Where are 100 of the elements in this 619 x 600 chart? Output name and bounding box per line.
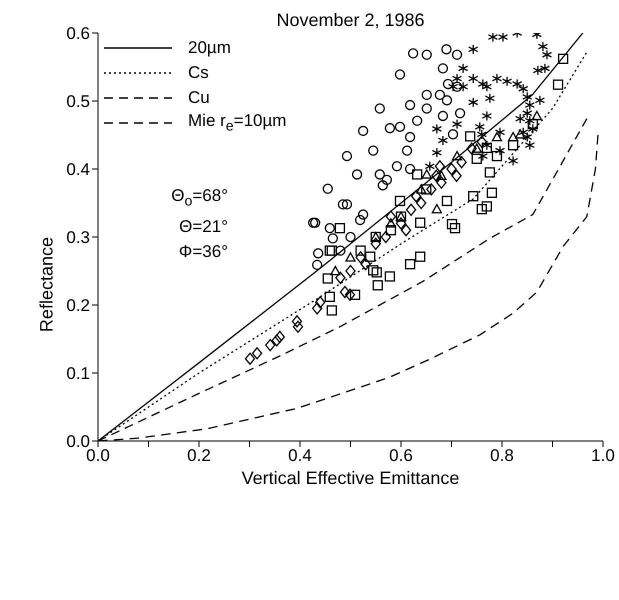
point [515,114,526,124]
point [421,184,432,195]
point [378,180,388,190]
point [476,136,487,148]
point [355,251,366,264]
point [515,129,526,139]
point [372,280,383,290]
chart-title: November 2, 1986 [275,10,426,31]
point [468,191,478,202]
point [454,108,466,118]
point [472,154,482,164]
point [422,103,432,114]
point [404,132,416,142]
y-tick-label: 0.5 [66,92,90,112]
point [334,223,346,234]
point [466,142,477,155]
point [432,148,442,158]
point [431,170,442,182]
x-tick-label: 1.0 [591,446,615,466]
point [244,352,256,365]
point [448,129,458,140]
point [532,65,544,76]
point [386,218,396,228]
point [434,160,446,172]
point [322,273,333,284]
point [404,259,416,270]
point [335,245,346,256]
point [274,330,285,344]
point [534,95,546,106]
point [372,267,382,278]
point [484,167,496,178]
point [370,238,381,250]
y-axis-title: Reflectance [36,237,56,332]
point [492,150,502,162]
point [342,199,352,210]
point [484,93,496,104]
point [452,150,462,160]
point [508,132,518,142]
point [312,260,322,270]
point [313,248,324,258]
y-tick-label: 0.2 [66,296,90,316]
point [468,44,478,54]
point [438,63,448,74]
x-tick-label: 0.4 [288,446,312,466]
point [416,184,426,194]
point [442,78,454,90]
point [408,48,418,59]
point [394,122,406,132]
point [522,108,532,118]
point [482,142,492,154]
point [468,73,478,84]
point [324,292,335,302]
point [542,50,552,60]
point [524,140,535,150]
point [450,223,460,234]
point [452,118,462,130]
point [416,196,426,210]
point [502,76,512,86]
point [392,161,402,172]
point [434,90,446,100]
point [358,126,368,136]
point [486,188,498,198]
point [394,196,406,206]
point [338,199,348,210]
point [422,169,432,179]
point [354,214,366,226]
annotation: Φ=36° [178,241,228,264]
point [350,290,360,300]
point [324,223,335,234]
point [508,156,518,166]
point [380,230,391,244]
point [446,218,458,230]
point [374,103,385,114]
point [386,210,396,223]
point [472,143,482,153]
point [446,162,457,176]
point [394,69,406,80]
point [404,100,416,110]
point [478,78,488,90]
point [412,116,422,126]
point [406,204,416,216]
point [532,110,542,120]
legend-label: Mie r$_{e}$=10µm [188,110,286,134]
point [558,54,568,64]
point [252,347,262,360]
point [386,225,396,236]
legend-label: Cu [188,88,210,108]
x-axis-title: Vertical Effective Emittance [242,468,460,488]
point [308,218,318,228]
point [492,132,502,142]
point [482,201,492,212]
y-tick-label: 0.6 [66,24,90,44]
point [432,124,442,134]
point [322,184,333,194]
legend-label: Cs [188,62,209,82]
point [438,110,448,122]
point [482,110,492,122]
point [368,145,378,156]
point [365,252,376,262]
point [456,156,467,168]
